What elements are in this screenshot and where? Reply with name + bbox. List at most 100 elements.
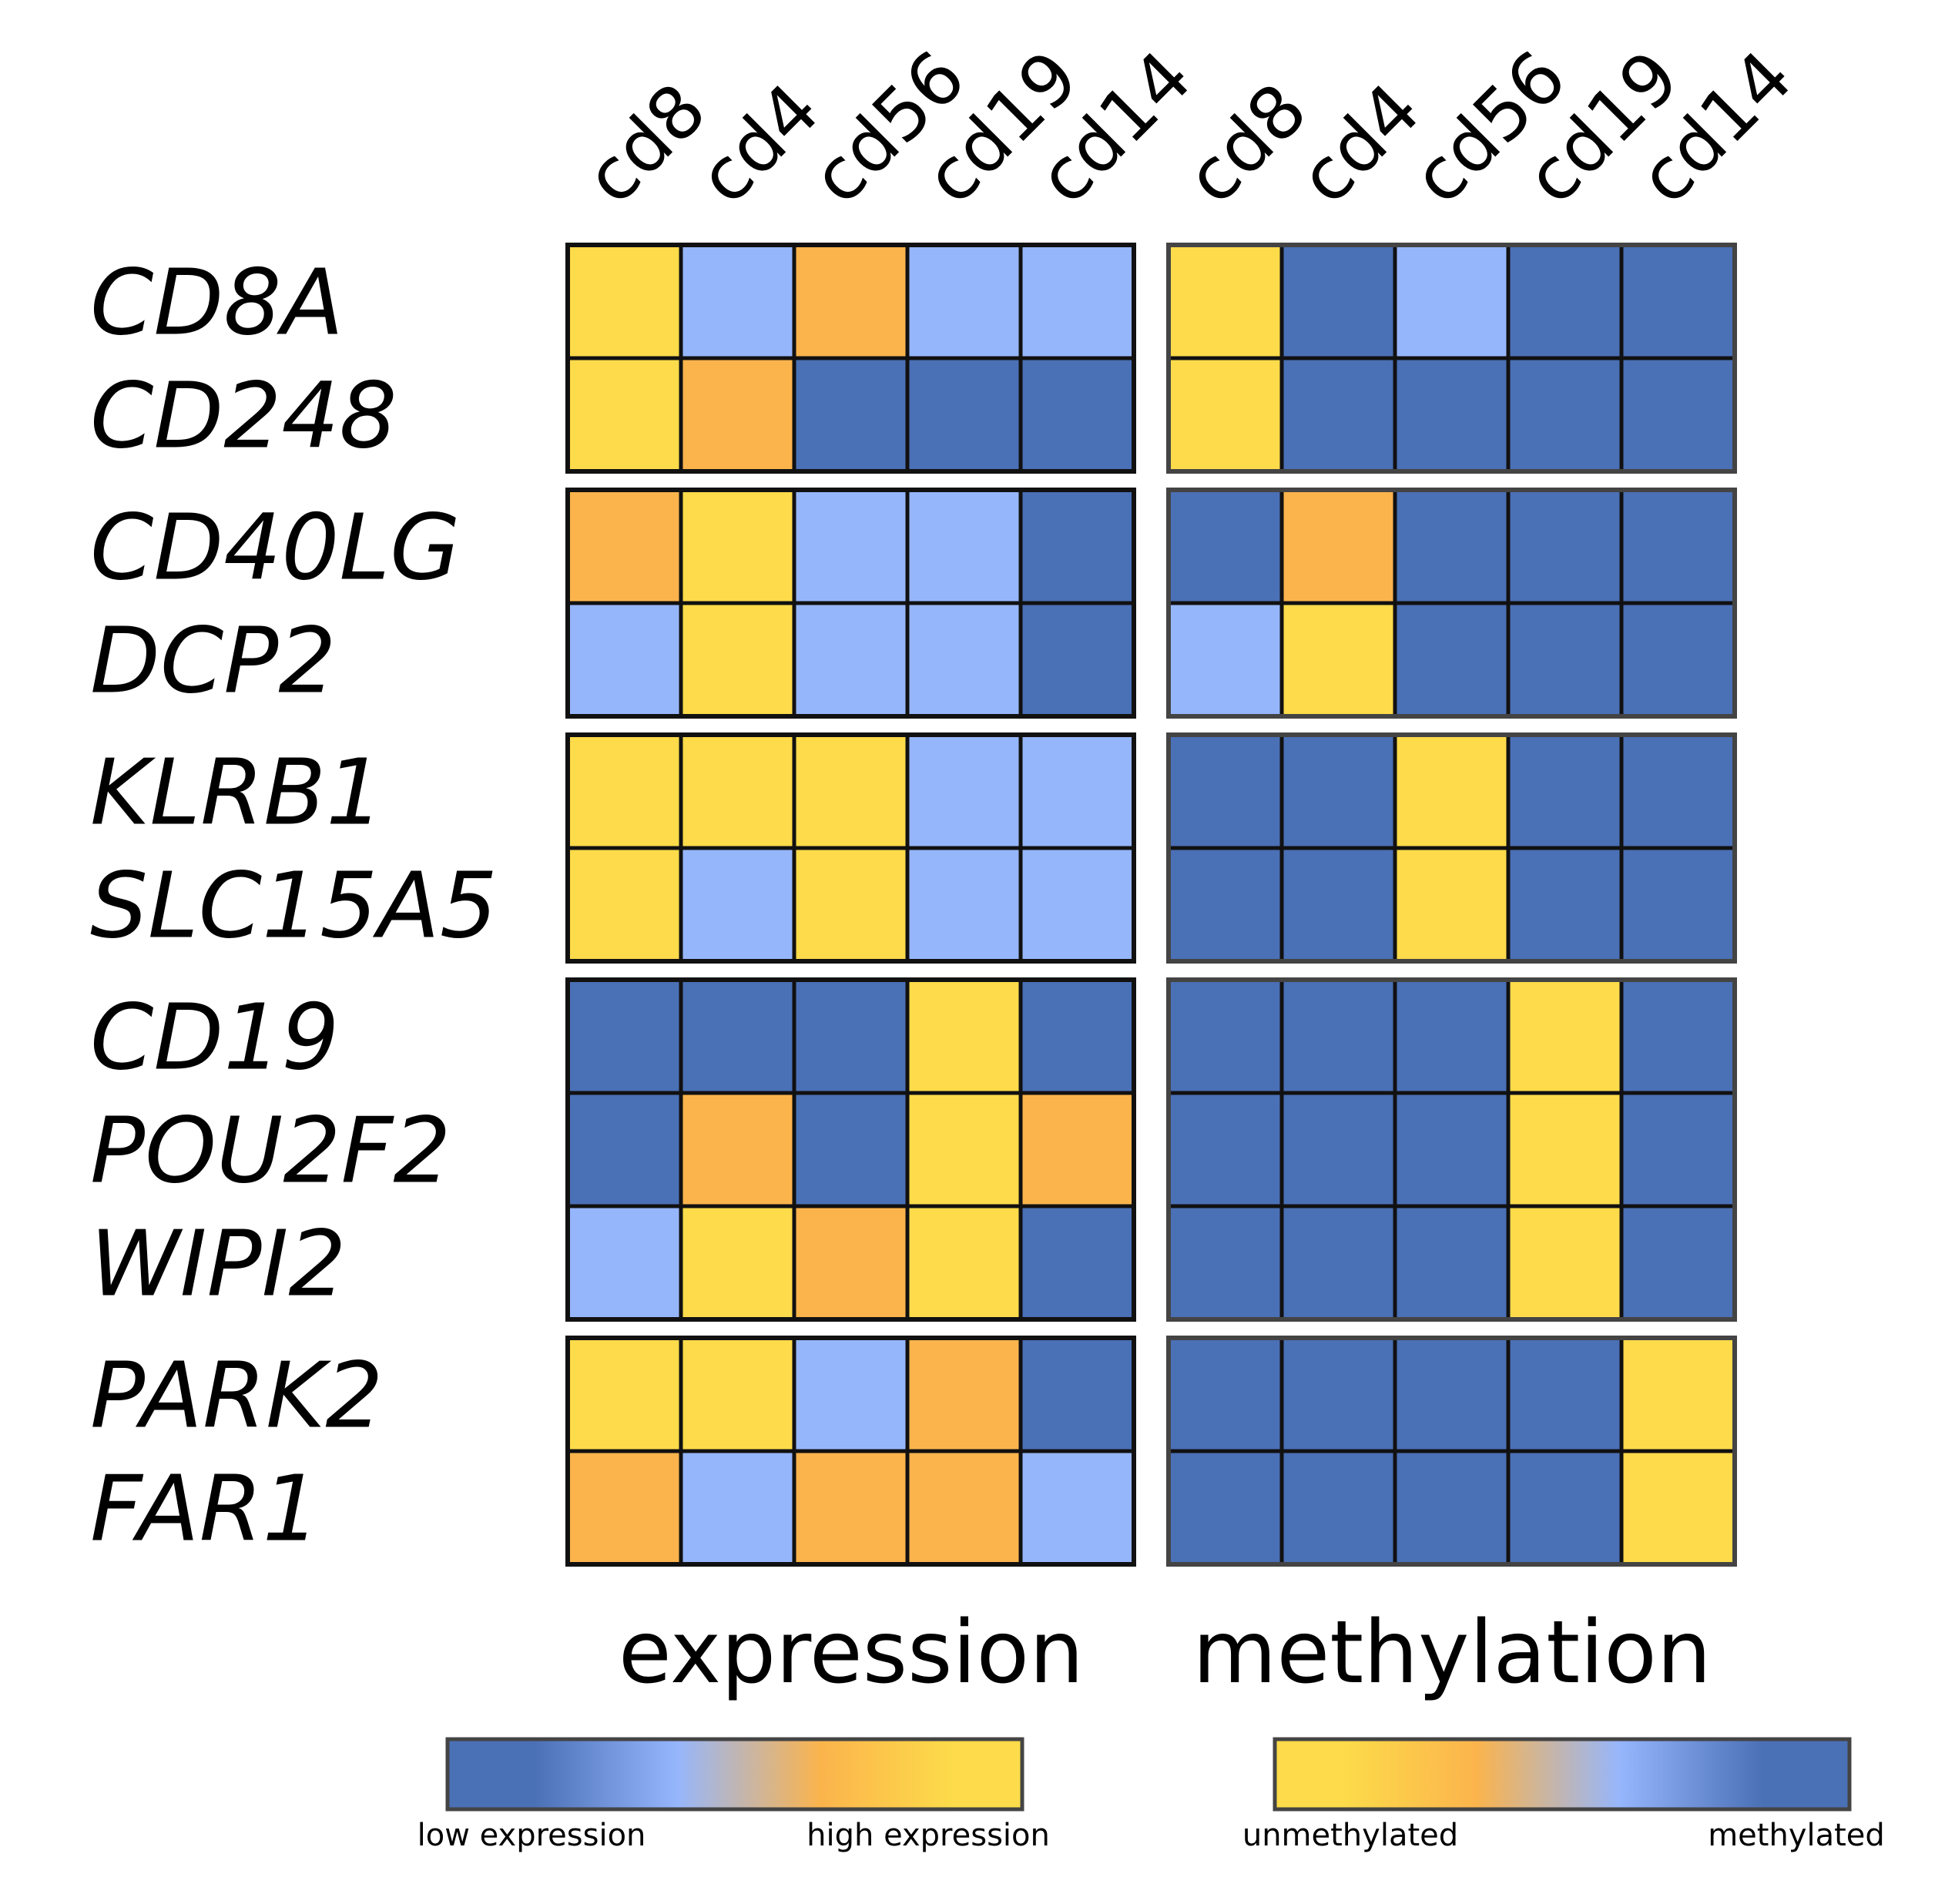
heatmap-cell xyxy=(565,1204,683,1322)
heatmap-cell xyxy=(905,243,1023,360)
heatmap-cell xyxy=(1619,601,1737,719)
gene-label: WIPI2 xyxy=(90,1211,347,1317)
heatmap-cell xyxy=(1279,977,1397,1095)
heatmap-cell xyxy=(792,1336,910,1453)
heatmap-cell xyxy=(905,1449,1023,1567)
heatmap-cell xyxy=(1279,1091,1397,1208)
heatmap-cell xyxy=(1279,732,1397,850)
heatmap-cell xyxy=(1166,977,1284,1095)
heatmap-cell xyxy=(1619,846,1737,964)
heatmap-cell xyxy=(1506,243,1624,360)
heatmap-cell xyxy=(1279,846,1397,964)
heatmap-cell xyxy=(1619,243,1737,360)
heatmap-cell xyxy=(1506,846,1624,964)
gene-label: KLRB1 xyxy=(90,739,384,846)
heatmap-cell xyxy=(1018,1091,1136,1208)
heatmap-cell xyxy=(1279,601,1397,719)
heatmap-cell xyxy=(679,1204,796,1322)
heatmap-cell xyxy=(905,1336,1023,1453)
heatmap-cell xyxy=(1166,1336,1284,1453)
heatmap-cell xyxy=(1166,1091,1284,1208)
gene-label: CD40LG xyxy=(90,494,461,601)
heatmap-cell xyxy=(1279,243,1397,360)
heatmap-cell xyxy=(1279,1204,1397,1322)
heatmap-cell xyxy=(1018,356,1136,474)
heatmap-cell xyxy=(905,846,1023,964)
heatmap-cell xyxy=(792,356,910,474)
heatmap-cell xyxy=(1619,1091,1737,1208)
heatmap-cell xyxy=(565,977,683,1095)
heatmap-cell xyxy=(679,601,796,719)
heatmap-cell xyxy=(679,1336,796,1453)
heatmap-cell xyxy=(1393,601,1511,719)
expression-colorbar-low-label: low expression xyxy=(417,1818,646,1853)
gene-label: CD248 xyxy=(90,363,397,469)
heatmap-cell xyxy=(1506,732,1624,850)
heatmap-cell xyxy=(565,488,683,605)
heatmap-cell xyxy=(1018,732,1136,850)
heatmap-cell xyxy=(1393,1204,1511,1322)
heatmap-cell xyxy=(1393,356,1511,474)
heatmap-cell xyxy=(905,732,1023,850)
heatmap-cell xyxy=(1393,243,1511,360)
heatmap-cell xyxy=(792,1204,910,1322)
heatmap-cell xyxy=(679,1449,796,1567)
heatmap-cell xyxy=(1018,1204,1136,1322)
gene-label: CD8A xyxy=(90,250,344,356)
gene-label: POU2F2 xyxy=(90,1098,451,1204)
gene-group-border xyxy=(1166,732,1737,964)
heatmap-cell xyxy=(1166,1204,1284,1322)
heatmap-cell xyxy=(1018,243,1136,360)
expression-colorbar: low expression high expression xyxy=(417,1737,1050,1853)
heatmap-cell xyxy=(1393,732,1511,850)
heatmap-cell xyxy=(1018,488,1136,605)
heatmap-cell xyxy=(679,1091,796,1208)
heatmap-cell xyxy=(565,1091,683,1208)
heatmap-cell xyxy=(792,732,910,850)
heatmap-cell xyxy=(1279,1449,1397,1567)
heatmap-cell xyxy=(1279,356,1397,474)
heatmap-cell xyxy=(565,1336,683,1453)
heatmap-cell xyxy=(792,488,910,605)
heatmap-cell xyxy=(905,356,1023,474)
heatmap-cell xyxy=(905,1091,1023,1208)
heatmap-cell xyxy=(1166,488,1284,605)
methylation-colorbar-low-label: unmethylated xyxy=(1242,1818,1458,1853)
heatmap-cell xyxy=(679,356,796,474)
gene-group-border xyxy=(1166,977,1737,1322)
heatmap-cell xyxy=(1506,601,1624,719)
heatmap-cell xyxy=(1166,356,1284,474)
heatmap-cell xyxy=(1506,488,1624,605)
heatmap-cell xyxy=(1506,1204,1624,1322)
heatmap-cell xyxy=(1166,732,1284,850)
methylation-colorbar-high-label: methylated xyxy=(1708,1818,1885,1853)
heatmap-cell xyxy=(1619,356,1737,474)
methylation-panel-title: methylation xyxy=(1192,1603,1711,1703)
heatmap-cell xyxy=(1279,1336,1397,1453)
heatmap-cell xyxy=(679,488,796,605)
heatmap-cell xyxy=(679,977,796,1095)
gene-label: SLC15A5 xyxy=(90,853,498,959)
heatmap-cell xyxy=(1166,243,1284,360)
heatmap-cell xyxy=(1166,601,1284,719)
heatmap-cell xyxy=(1018,977,1136,1095)
heatmap-cell xyxy=(792,1449,910,1567)
heatmap-cell xyxy=(565,601,683,719)
heatmap-cell xyxy=(679,846,796,964)
heatmap-cell xyxy=(1018,846,1136,964)
heatmap-cell xyxy=(1506,1449,1624,1567)
heatmap-cell xyxy=(565,243,683,360)
expression-colorbar-gradient xyxy=(445,1737,1024,1812)
heatmap-cell xyxy=(1619,732,1737,850)
gene-label: PARK2 xyxy=(90,1343,383,1449)
heatmap-cell xyxy=(1619,1449,1737,1567)
heatmap-cell xyxy=(679,732,796,850)
heatmap-cell xyxy=(792,243,910,360)
gene-group-border xyxy=(565,488,1136,719)
gene-label: CD19 xyxy=(90,984,339,1091)
heatmap-cell xyxy=(905,977,1023,1095)
heatmap-cell xyxy=(565,1449,683,1567)
heatmap-cell xyxy=(1393,846,1511,964)
heatmap-cell xyxy=(905,1204,1023,1322)
